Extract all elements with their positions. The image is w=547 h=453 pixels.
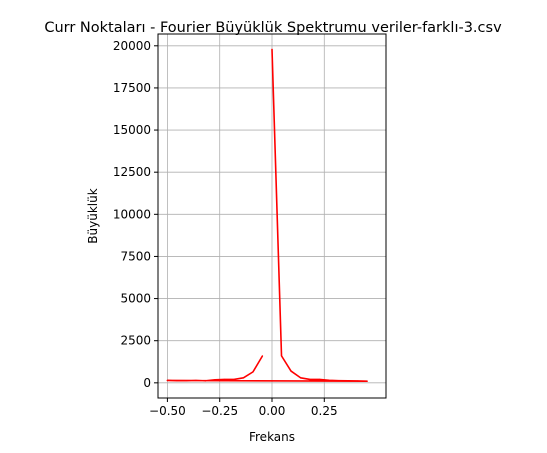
y-tick-label: 7500 (120, 249, 151, 263)
data-point (242, 377, 245, 379)
series-layer (166, 48, 368, 382)
y-tick-label: 15000 (113, 123, 151, 137)
x-tick-label: −0.50 (149, 404, 186, 418)
x-tick-label: 0.00 (259, 404, 286, 418)
y-tick-label: 10000 (113, 207, 151, 221)
data-point (261, 355, 264, 357)
y-tick-label: 5000 (120, 292, 151, 306)
data-point (299, 377, 302, 379)
data-point (185, 380, 188, 382)
y-tick-label: 17500 (113, 81, 151, 95)
data-point (271, 48, 273, 50)
x-tick-label: 0.25 (311, 404, 338, 418)
y-tick-label: 2500 (120, 334, 151, 348)
data-point (309, 378, 311, 381)
y-tick-label: 0 (143, 376, 151, 390)
x-tick-label: −0.25 (201, 404, 238, 418)
data-point (223, 378, 226, 381)
data-point (366, 380, 368, 382)
data-point (166, 379, 169, 382)
data-point (328, 379, 330, 381)
chart-title: Curr Noktaları - Fourier Büyüklük Spektr… (44, 20, 502, 36)
y-axis-label: Büyüklük (86, 188, 100, 243)
y-tick-label: 12500 (113, 165, 151, 179)
data-point (347, 380, 349, 382)
data-point (176, 380, 178, 382)
x-axis-label: Frekans (249, 430, 295, 444)
data-point (280, 355, 283, 357)
tick-layer: −0.50 −0.25 0.00 0.25 0 2500 5000 7500 10000 1250… (113, 39, 338, 418)
data-point (204, 380, 207, 382)
data-point (214, 379, 216, 381)
data-point (252, 371, 254, 373)
data-point (233, 378, 235, 381)
data-point (356, 380, 359, 382)
y-tick-label: 20000 (113, 39, 151, 53)
data-point (318, 378, 321, 381)
data-point (290, 370, 292, 372)
data-point (195, 379, 197, 382)
grid-layer (158, 34, 386, 398)
series-line (166, 49, 368, 382)
data-point (337, 380, 340, 382)
